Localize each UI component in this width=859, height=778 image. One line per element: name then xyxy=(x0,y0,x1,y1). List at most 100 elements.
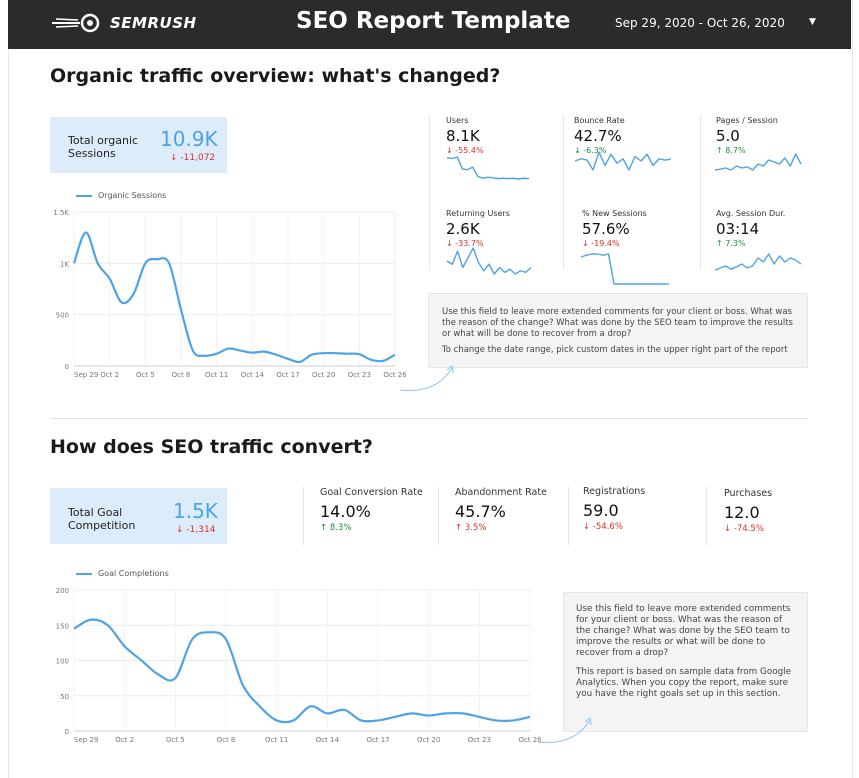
divider xyxy=(706,487,707,545)
metric-card-pages-session: Pages / Session 5.0 ↑ 8.7% xyxy=(716,116,826,155)
y-tick-label: 150 xyxy=(56,622,69,630)
comment-box-conversion[interactable]: Use this field to leave more extended co… xyxy=(563,592,808,732)
chart-legend-goals: Goal Completions xyxy=(76,569,169,578)
metric-label: Abandonment Rate xyxy=(455,487,547,498)
curved-arrow-icon xyxy=(537,717,592,744)
sparkline-returning-users xyxy=(446,247,532,275)
brand-name: SEMRUSH xyxy=(110,14,197,32)
x-tick-label: Sep 29 xyxy=(74,736,98,744)
sparkline-pages-session xyxy=(714,153,802,171)
divider xyxy=(429,115,430,270)
y-tick-label: 1K xyxy=(60,260,69,268)
metric-label: Users xyxy=(446,116,469,125)
metric-value: 45.7% xyxy=(455,502,506,521)
x-tick-label: Oct 26 xyxy=(383,371,407,379)
comment-note: This report is based on sample data from… xyxy=(576,667,792,699)
sparkline-path xyxy=(714,253,802,271)
sparkline-path xyxy=(580,253,669,285)
hero-delta: ↓ -11,072 xyxy=(170,153,216,163)
metric-value: 5.0 xyxy=(716,127,740,145)
metric-card-users: Users 8.1K ↓ -55.4% xyxy=(446,116,546,155)
x-tick-label: Oct 20 xyxy=(312,371,335,379)
divider xyxy=(563,115,564,270)
comment-text: Use this field to leave more extended co… xyxy=(442,307,793,339)
sparkline-path xyxy=(446,156,530,180)
semrush-fireball-icon xyxy=(52,13,100,33)
metric-delta: ↑ 8.3% xyxy=(320,523,352,533)
metric-label: Goal Conversion Rate xyxy=(320,487,423,498)
metric-label: Returning Users xyxy=(446,209,510,218)
metric-label: Avg. Session Dur. xyxy=(716,209,786,218)
metric-value: 59.0 xyxy=(583,501,619,520)
x-tick-label: Oct 5 xyxy=(136,371,155,379)
date-range-picker[interactable]: Sep 29, 2020 - Oct 26, 2020 xyxy=(615,16,785,30)
sparkline-path xyxy=(714,153,802,171)
x-tick-label: Oct 8 xyxy=(217,736,236,744)
x-tick-label: Oct 23 xyxy=(468,736,491,744)
x-tick-label: Oct 2 xyxy=(100,371,119,379)
y-tick-label: 1.5K xyxy=(53,209,69,217)
y-tick-label: 500 xyxy=(56,312,69,320)
metric-label: Pages / Session xyxy=(716,116,778,125)
metric-card-new-sessions: % New Sessions 57.6% ↓ -19.4% xyxy=(582,209,692,248)
hero-card-sessions: Total organic Sessions 10.9K ↓ -11,072 xyxy=(50,117,227,173)
curved-arrow-icon xyxy=(399,365,454,392)
metric-card-bounce-rate: Bounce Rate 42.7% ↓ -6.3% xyxy=(574,116,684,155)
hero-value: 10.9K xyxy=(160,127,218,151)
section-heading-conversion: How does SEO traffic convert? xyxy=(50,436,373,458)
metric-label: % New Sessions xyxy=(582,209,647,218)
metric-value: 42.7% xyxy=(574,127,622,145)
hero-label: Total organic Sessions xyxy=(68,134,139,160)
y-tick-label: 100 xyxy=(56,658,69,666)
sparkline-new-sessions xyxy=(580,253,669,285)
divider xyxy=(303,487,304,545)
metric-card-avg-session-duration: Avg. Session Dur. 03:14 ↑ 7.3% xyxy=(716,209,826,248)
metric-label: Bounce Rate xyxy=(574,116,625,125)
metric-delta: ↓ -55.4% xyxy=(446,146,484,155)
section-heading-organic: Organic traffic overview: what's changed… xyxy=(50,65,501,87)
caret-down-icon[interactable]: ▼ xyxy=(809,17,816,27)
legend-label: Goal Completions xyxy=(98,569,169,578)
comment-text: Use this field to leave more extended co… xyxy=(576,604,791,658)
metric-value: 2.6K xyxy=(446,220,480,238)
metric-delta: ↓ -54.6% xyxy=(583,522,623,532)
comment-box-organic[interactable]: Use this field to leave more extended co… xyxy=(428,293,808,368)
y-tick-label: 0 xyxy=(65,363,69,371)
y-tick-label: 50 xyxy=(60,693,69,701)
metric-card-goal-conversion-rate: Goal Conversion Rate 14.0% ↑ 8.3% xyxy=(320,487,438,533)
metric-card-abandonment-rate: Abandonment Rate 45.7% ↑ 3.5% xyxy=(455,487,565,533)
metric-label: Purchases xyxy=(724,488,773,499)
divider xyxy=(700,115,701,270)
comment-note: To change the date range, pick custom da… xyxy=(442,345,788,355)
series-line-goal-completions xyxy=(73,618,531,724)
metric-value: 03:14 xyxy=(716,220,760,238)
x-tick-label: Sep 29 xyxy=(74,371,98,379)
y-tick-label: 200 xyxy=(56,587,69,595)
sparkline-users xyxy=(446,156,530,180)
divider xyxy=(568,487,569,545)
metric-card-purchases: Purchases 12.0 ↓ -74.5% xyxy=(724,488,824,534)
report-title: SEO Report Template xyxy=(296,8,571,34)
sparkline-path xyxy=(446,247,532,275)
metric-value: 12.0 xyxy=(724,503,760,522)
section-divider xyxy=(50,418,808,419)
brand-logo: SEMRUSH xyxy=(50,13,197,33)
x-tick-label: Oct 11 xyxy=(265,736,288,744)
hero-card-goal: Total Goal Competition 1.5K ↓ -1,314 xyxy=(50,488,227,544)
sparkline-avg-session-duration xyxy=(714,253,802,271)
series-line-organic-sessions xyxy=(72,231,396,364)
metric-value: 57.6% xyxy=(582,220,630,238)
metric-card-returning-users: Returning Users 2.6K ↓ -33.7% xyxy=(446,209,546,248)
legend-swatch xyxy=(76,572,92,575)
metric-label: Registrations xyxy=(583,486,646,497)
metric-delta: ↓ -74.5% xyxy=(724,524,764,534)
metric-delta: ↑ 7.3% xyxy=(716,239,746,248)
legend-swatch xyxy=(76,194,92,197)
x-tick-label: Oct 17 xyxy=(276,371,299,379)
metric-delta: ↑ 8.7% xyxy=(716,146,746,155)
metric-value: 8.1K xyxy=(446,127,480,145)
metric-value: 14.0% xyxy=(320,502,371,521)
x-tick-label: Oct 20 xyxy=(417,736,440,744)
x-tick-label: Oct 5 xyxy=(166,736,185,744)
metric-delta: ↓ -6.3% xyxy=(574,146,607,155)
